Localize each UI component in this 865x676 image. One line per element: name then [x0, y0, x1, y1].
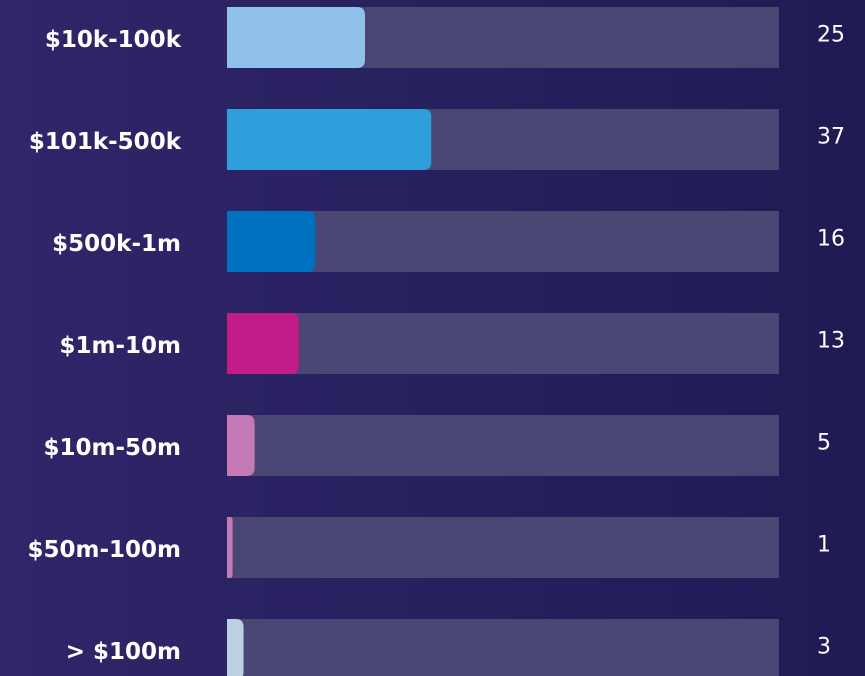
value-label: 1 — [817, 533, 831, 558]
bar-track — [227, 517, 779, 578]
category-label: $50m-100m — [28, 537, 182, 563]
category-label: $1m-10m — [60, 333, 182, 359]
bar-track — [227, 415, 779, 476]
category-label: $500k-1m — [52, 231, 181, 257]
value-label: 5 — [817, 431, 831, 456]
bar — [227, 313, 299, 374]
bar-track — [227, 313, 779, 374]
bar-track — [227, 211, 779, 272]
bar — [227, 619, 244, 676]
value-label: 16 — [817, 227, 845, 252]
bar — [227, 211, 316, 272]
category-label: > $100m — [66, 639, 181, 665]
value-label: 37 — [817, 125, 845, 150]
value-label: 3 — [817, 635, 831, 660]
bar — [227, 109, 432, 170]
value-label: 13 — [817, 329, 845, 354]
category-label: $101k-500k — [29, 129, 182, 155]
category-label: $10k-100k — [45, 27, 182, 53]
bar — [227, 7, 365, 68]
bar — [227, 517, 233, 578]
value-label: 25 — [817, 23, 845, 48]
category-label: $10m-50m — [44, 435, 182, 461]
bar — [227, 415, 255, 476]
bar-track — [227, 619, 779, 676]
